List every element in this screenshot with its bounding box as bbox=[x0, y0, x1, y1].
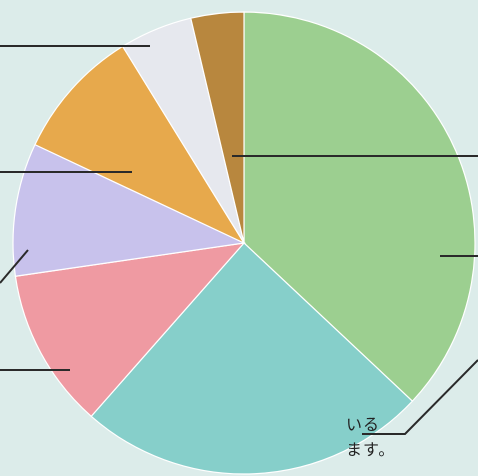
pie-slice-3 bbox=[14, 242, 246, 418]
leader-line-7 bbox=[362, 359, 478, 435]
pie-slice-2 bbox=[90, 242, 414, 475]
leader-lines bbox=[0, 45, 478, 435]
pie-slices bbox=[12, 11, 476, 475]
caption-line-1: いる bbox=[346, 415, 381, 434]
pie-slice-7 bbox=[190, 11, 245, 244]
leader-line-3 bbox=[0, 249, 29, 284]
caption-text: いる ます。 bbox=[346, 412, 395, 462]
caption-line-2: ます。 bbox=[346, 440, 396, 459]
pie-slice-4 bbox=[12, 143, 247, 277]
pie-slice-5 bbox=[34, 45, 246, 245]
pie-slice-1 bbox=[243, 11, 476, 402]
